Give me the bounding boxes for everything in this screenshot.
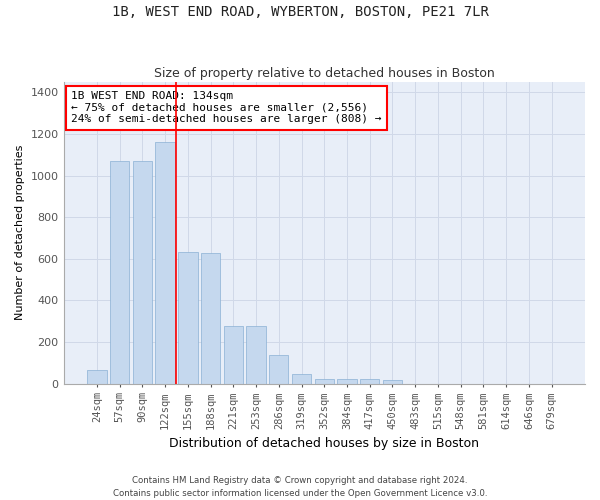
Text: 1B, WEST END ROAD, WYBERTON, BOSTON, PE21 7LR: 1B, WEST END ROAD, WYBERTON, BOSTON, PE2… (112, 5, 488, 19)
Bar (269, 356, 289, 384)
Bar (337, 379, 356, 384)
Title: Size of property relative to detached houses in Boston: Size of property relative to detached ho… (154, 66, 494, 80)
Bar (110, 161, 130, 384)
X-axis label: Distribution of detached houses by size in Boston: Distribution of detached houses by size … (169, 437, 479, 450)
Text: Contains HM Land Registry data © Crown copyright and database right 2024.
Contai: Contains HM Land Registry data © Crown c… (113, 476, 487, 498)
Bar (178, 252, 197, 384)
Bar (314, 379, 334, 384)
Y-axis label: Number of detached properties: Number of detached properties (15, 145, 25, 320)
Bar (87, 370, 107, 384)
Bar (201, 252, 220, 384)
Text: 1B WEST END ROAD: 134sqm
← 75% of detached houses are smaller (2,556)
24% of sem: 1B WEST END ROAD: 134sqm ← 75% of detach… (71, 91, 382, 124)
Bar (155, 142, 175, 384)
Bar (383, 380, 402, 384)
Bar (360, 380, 379, 384)
Bar (133, 161, 152, 384)
Bar (224, 326, 243, 384)
Bar (292, 374, 311, 384)
Bar (247, 326, 266, 384)
